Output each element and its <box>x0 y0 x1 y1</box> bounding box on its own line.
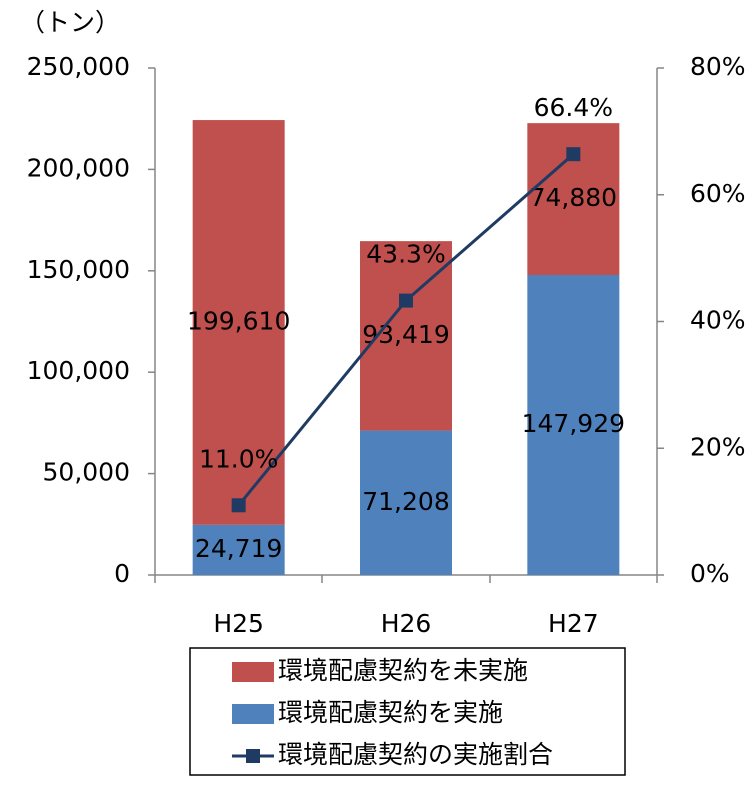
legend-label: 環境配慮契約を未実施 <box>278 656 528 685</box>
y2-tick-label: 60% <box>690 179 746 208</box>
bar-segment <box>192 120 285 525</box>
data-label: 24,719 <box>195 534 282 563</box>
y2-tick-label: 0% <box>690 559 730 588</box>
legend-swatch <box>232 704 274 724</box>
data-label: 74,880 <box>530 183 617 212</box>
y-tick-label: 200,000 <box>27 153 130 182</box>
legend-label: 環境配慮契約を実施 <box>278 698 503 727</box>
y2-tick-label: 20% <box>690 432 746 461</box>
line-marker <box>566 147 581 162</box>
legend-swatch <box>232 662 274 682</box>
line-marker <box>399 293 413 308</box>
data-label: 43.3% <box>366 240 445 269</box>
y-tick-label: 250,000 <box>27 52 130 81</box>
y-tick-label: 0 <box>114 559 130 588</box>
legend-label: 環境配慮契約の実施割合 <box>278 740 553 769</box>
bar-segment <box>360 430 452 575</box>
x-tick-label: H25 <box>213 609 264 638</box>
x-tick-label: H27 <box>548 609 599 638</box>
data-label: 199,610 <box>187 306 290 335</box>
y-tick-label: 150,000 <box>27 255 130 284</box>
bar-segment <box>192 524 285 575</box>
data-label: 11.0% <box>199 444 278 473</box>
legend-marker <box>246 749 260 763</box>
line-marker <box>231 498 246 513</box>
data-label: 147,929 <box>522 409 625 438</box>
y-tick-label: 100,000 <box>27 356 130 385</box>
y-tick-label: 50,000 <box>43 458 130 487</box>
bar-segment <box>527 275 620 575</box>
y2-tick-label: 40% <box>690 306 746 335</box>
data-label: 71,208 <box>362 487 449 516</box>
data-label: 66.4% <box>534 93 613 122</box>
x-tick-label: H26 <box>381 609 432 638</box>
data-label: 93,419 <box>362 320 449 349</box>
y2-tick-label: 80% <box>690 52 746 81</box>
legend-box <box>189 647 626 776</box>
y-axis-label: （トン） <box>20 8 120 37</box>
